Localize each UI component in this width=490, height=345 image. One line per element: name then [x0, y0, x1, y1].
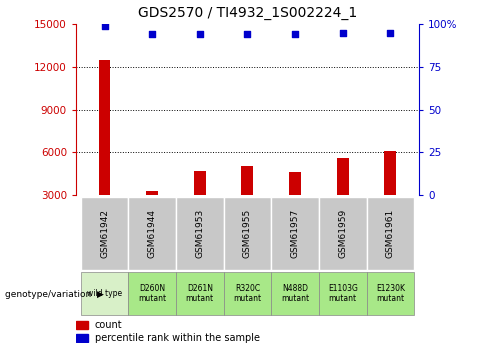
Point [196, 32, 204, 37]
Point [291, 32, 299, 37]
Text: E1103G
mutant: E1103G mutant [328, 284, 358, 303]
Text: genotype/variation  ▶: genotype/variation ▶ [5, 290, 104, 299]
FancyBboxPatch shape [223, 272, 271, 315]
Bar [337, 158, 349, 195]
Text: E1230K
mutant: E1230K mutant [376, 284, 405, 303]
Text: GSM61944: GSM61944 [147, 209, 157, 258]
Point [244, 32, 251, 37]
FancyBboxPatch shape [319, 272, 367, 315]
FancyBboxPatch shape [223, 197, 271, 270]
Bar [242, 167, 253, 195]
FancyBboxPatch shape [176, 197, 223, 270]
Bar [76, 334, 88, 342]
Bar [98, 60, 110, 195]
Title: GDS2570 / TI4932_1S002224_1: GDS2570 / TI4932_1S002224_1 [138, 6, 357, 20]
FancyBboxPatch shape [271, 272, 319, 315]
Point [339, 30, 346, 36]
Text: count: count [95, 320, 122, 330]
FancyBboxPatch shape [176, 272, 223, 315]
Bar [194, 171, 206, 195]
FancyBboxPatch shape [81, 197, 128, 270]
Text: GSM61957: GSM61957 [291, 209, 299, 258]
Text: GSM61955: GSM61955 [243, 209, 252, 258]
Text: wild type: wild type [87, 289, 122, 298]
Bar [385, 151, 396, 195]
Text: GSM61961: GSM61961 [386, 209, 395, 258]
Text: GSM61942: GSM61942 [100, 209, 109, 258]
Point [148, 32, 156, 37]
Text: percentile rank within the sample: percentile rank within the sample [95, 333, 260, 343]
Point [100, 23, 108, 29]
Text: D261N
mutant: D261N mutant [186, 284, 214, 303]
Text: D260N
mutant: D260N mutant [138, 284, 166, 303]
FancyBboxPatch shape [128, 272, 176, 315]
FancyBboxPatch shape [367, 197, 414, 270]
FancyBboxPatch shape [271, 197, 319, 270]
FancyBboxPatch shape [367, 272, 414, 315]
Bar [76, 321, 88, 329]
Bar [289, 172, 301, 195]
Text: N488D
mutant: N488D mutant [281, 284, 309, 303]
FancyBboxPatch shape [319, 197, 367, 270]
Bar [146, 191, 158, 195]
Text: GSM61953: GSM61953 [196, 209, 204, 258]
Text: R320C
mutant: R320C mutant [233, 284, 262, 303]
FancyBboxPatch shape [81, 272, 128, 315]
FancyBboxPatch shape [128, 197, 176, 270]
Text: GSM61959: GSM61959 [338, 209, 347, 258]
Point [387, 30, 394, 36]
